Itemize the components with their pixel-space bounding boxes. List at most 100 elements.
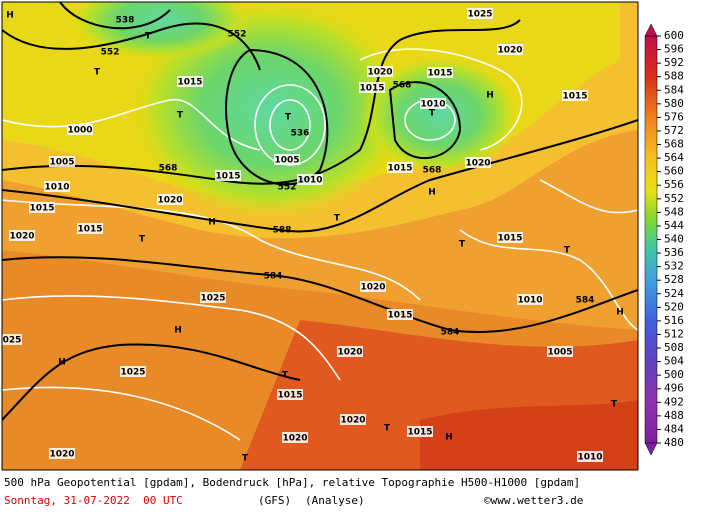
colorbar-label: 536 [664, 246, 684, 259]
label-background [297, 174, 323, 185]
label-background [215, 170, 241, 181]
colorbar-label: 560 [664, 165, 684, 178]
contour-label: 584 [576, 296, 595, 306]
label-background [497, 232, 523, 243]
colorbar-label: 564 [664, 151, 684, 164]
isobar-label: 1010 [577, 453, 602, 463]
contour-label: 588 [273, 226, 292, 236]
isobar-label: 1020 [337, 348, 362, 358]
label-background [120, 366, 146, 377]
isobar-label: 1015 [562, 92, 587, 102]
colorbar-label: 480 [664, 436, 684, 449]
label-background [274, 154, 300, 165]
isobar-label: 1015 [29, 204, 54, 214]
label-background [360, 281, 386, 292]
label-background [2, 334, 22, 345]
label-background [387, 162, 413, 173]
colorbar-arrow-bottom [644, 442, 658, 456]
footer-model: (GFS) [258, 494, 291, 507]
contour-label: T [429, 109, 436, 119]
isobar-label: 1015 [215, 172, 240, 182]
contour-label: T [611, 400, 618, 410]
label-background [67, 124, 93, 135]
contour-label: T [285, 113, 292, 123]
label-background [427, 67, 453, 78]
colorbar-label: 556 [664, 178, 684, 191]
contour-label: H [208, 218, 216, 228]
colorbar-label: 488 [664, 409, 684, 422]
colorbar-arrow-top [644, 23, 658, 37]
contour-label: H [174, 326, 182, 336]
label-background [200, 292, 226, 303]
contour-label: 568 [393, 81, 412, 91]
colorbar-label: 492 [664, 395, 684, 408]
isobar-label: 1010 [517, 296, 542, 306]
contour-label: H [445, 433, 453, 443]
isobar-label: 1005 [274, 156, 299, 166]
isobar-label: 1015 [387, 164, 412, 174]
colorbar-gradient [644, 35, 658, 444]
isobar-label: 1015 [407, 428, 432, 438]
colorbar-label: 600 [664, 29, 684, 42]
label-background [177, 76, 203, 87]
contour-label: 568 [159, 164, 178, 174]
label-background [49, 156, 75, 167]
colorbar-label: 528 [664, 273, 684, 286]
colorbar-label: 500 [664, 368, 684, 381]
isobar-label: 1015 [77, 225, 102, 235]
contour-label: T [139, 235, 146, 245]
isobar-label: 1020 [9, 232, 34, 242]
contour-label: H [428, 188, 436, 198]
colorbar-label: 596 [664, 43, 684, 56]
label-background [465, 157, 491, 168]
colorbar-label: 504 [664, 355, 684, 368]
contour-label: H [486, 91, 494, 101]
footer-run: (Analyse) [305, 494, 365, 507]
isobar-label: 1010 [420, 100, 445, 110]
isobar-label: 1010 [44, 183, 69, 193]
isobar-label: 1015 [387, 311, 412, 321]
isobar-label: 1005 [49, 158, 74, 168]
isobar-label: 1020 [49, 450, 74, 460]
contour-label: 584 [264, 272, 283, 282]
contour-label: 568 [423, 166, 442, 176]
contour-label: H [58, 358, 66, 368]
label-background [77, 223, 103, 234]
colorbar-label: 576 [664, 110, 684, 123]
colorbar-label: 552 [664, 192, 684, 205]
label-background [577, 451, 603, 462]
contour-label: 552 [101, 48, 120, 58]
colorbar-label: 568 [664, 138, 684, 151]
label-background [9, 230, 35, 241]
label-background [29, 202, 55, 213]
contour-label: T [94, 68, 101, 78]
label-background [359, 82, 385, 93]
map: 538 552 552 536 552 568 588 584 568 568 584 584 H H H H… [2, 2, 638, 470]
colorbar-label: 524 [664, 287, 684, 300]
geopotential-contours [2, 2, 638, 421]
colorbar-label: 520 [664, 300, 684, 313]
label-background [157, 194, 183, 205]
label-background [517, 294, 543, 305]
label-background [387, 309, 413, 320]
label-background [497, 44, 523, 55]
footer-source: ©www.wetter3.de [484, 494, 583, 507]
contour-label: T [334, 214, 341, 224]
contour-label: T [177, 111, 184, 121]
isobar-label: 1015 [427, 69, 452, 79]
contour-label: H [6, 11, 14, 21]
colorbar-label: 584 [664, 83, 684, 96]
contour-label: T [145, 32, 152, 42]
isobar-label: 1000 [67, 126, 92, 136]
label-background [337, 346, 363, 357]
colorbar: 6005965925885845805765725685645605565525… [644, 23, 684, 456]
colorbar-label: 544 [664, 219, 684, 232]
contour-label: 584 [441, 328, 460, 338]
isobar-label: 1020 [282, 434, 307, 444]
label-background [282, 432, 308, 443]
colorbar-label: 508 [664, 341, 684, 354]
colorbar-label: 592 [664, 56, 684, 69]
contour-label: H [616, 308, 624, 318]
isobar-label: 1020 [367, 68, 392, 78]
